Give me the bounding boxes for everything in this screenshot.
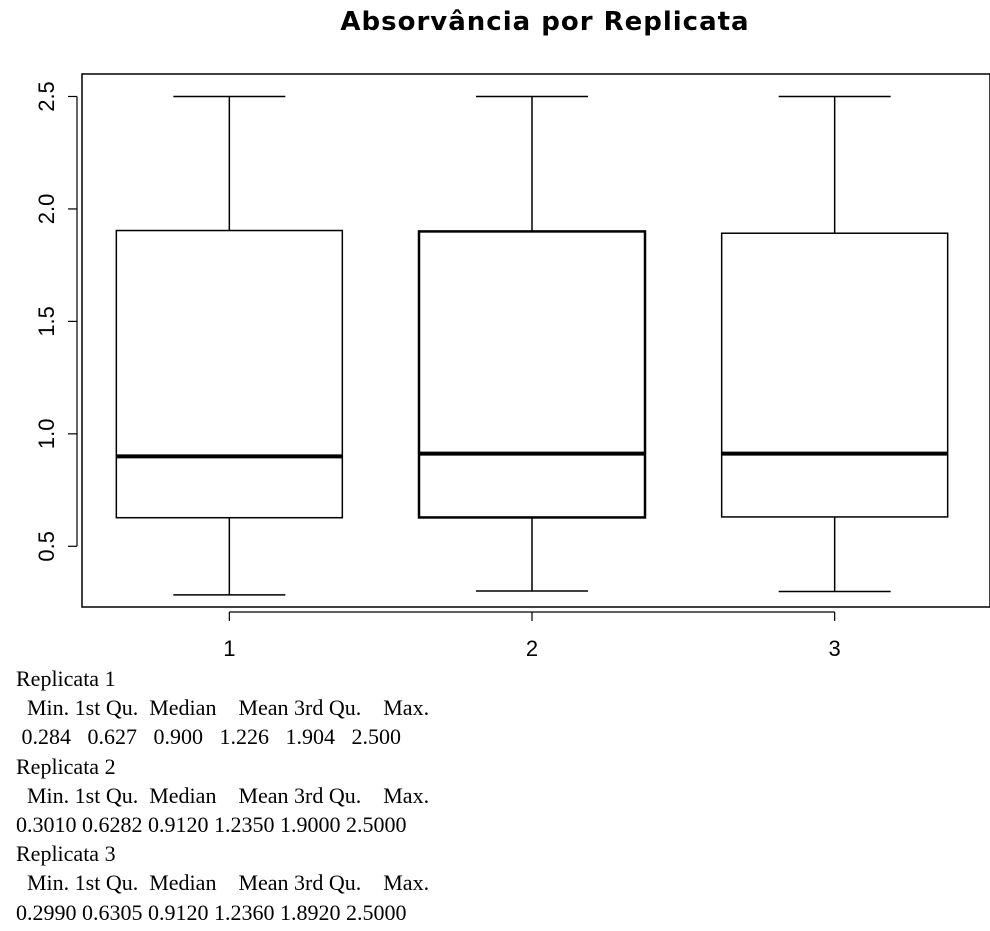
x-tick-label: 1 [223, 636, 235, 660]
y-tick-label: 2.0 [34, 194, 59, 225]
y-tick-label: 0.5 [34, 531, 59, 562]
summary-header-1: Min. 1st Qu. Median Mean 3rd Qu. Max. [16, 695, 430, 721]
box-iqr [417, 230, 647, 519]
box-iqr [720, 232, 949, 518]
plot-area: 0.5 1.0 1.5 2.0 2.5 1 2 3 [34, 73, 990, 660]
summary-name-3: Replicata 3 [16, 841, 116, 867]
boxplot-chart: Absorvância por Replicata 0.5 1.0 1.5 2.0 2.… [34, 7, 990, 660]
summary-output: Replicata 1 Min. 1st Qu. Median Mean 3rd… [16, 664, 429, 927]
summary-name-2: Replicata 2 [16, 753, 116, 779]
x-tick-label: 2 [526, 636, 538, 660]
summary-header-2: Min. 1st Qu. Median Mean 3rd Qu. Max. [16, 782, 430, 808]
summary-header-3: Min. 1st Qu. Median Mean 3rd Qu. Max. [16, 870, 430, 896]
plot-frame [81, 73, 990, 608]
x-tick-label: 3 [829, 636, 841, 660]
y-tick-label: 2.5 [34, 81, 59, 112]
summary-values-1: 0.284 0.627 0.900 1.226 1.904 2.500 [16, 724, 402, 750]
chart-title: Absorvância por Replicata [340, 7, 749, 37]
summary-values-3: 0.2990 0.6305 0.9120 1.2360 1.8920 2.500… [16, 899, 407, 925]
box-iqr [115, 229, 344, 519]
y-tick-label: 1.0 [34, 419, 59, 450]
summary-values-2: 0.3010 0.6282 0.9120 1.2350 1.9000 2.500… [16, 812, 407, 838]
summary-name-1: Replicata 1 [16, 666, 116, 691]
y-tick-label: 1.5 [34, 306, 59, 337]
